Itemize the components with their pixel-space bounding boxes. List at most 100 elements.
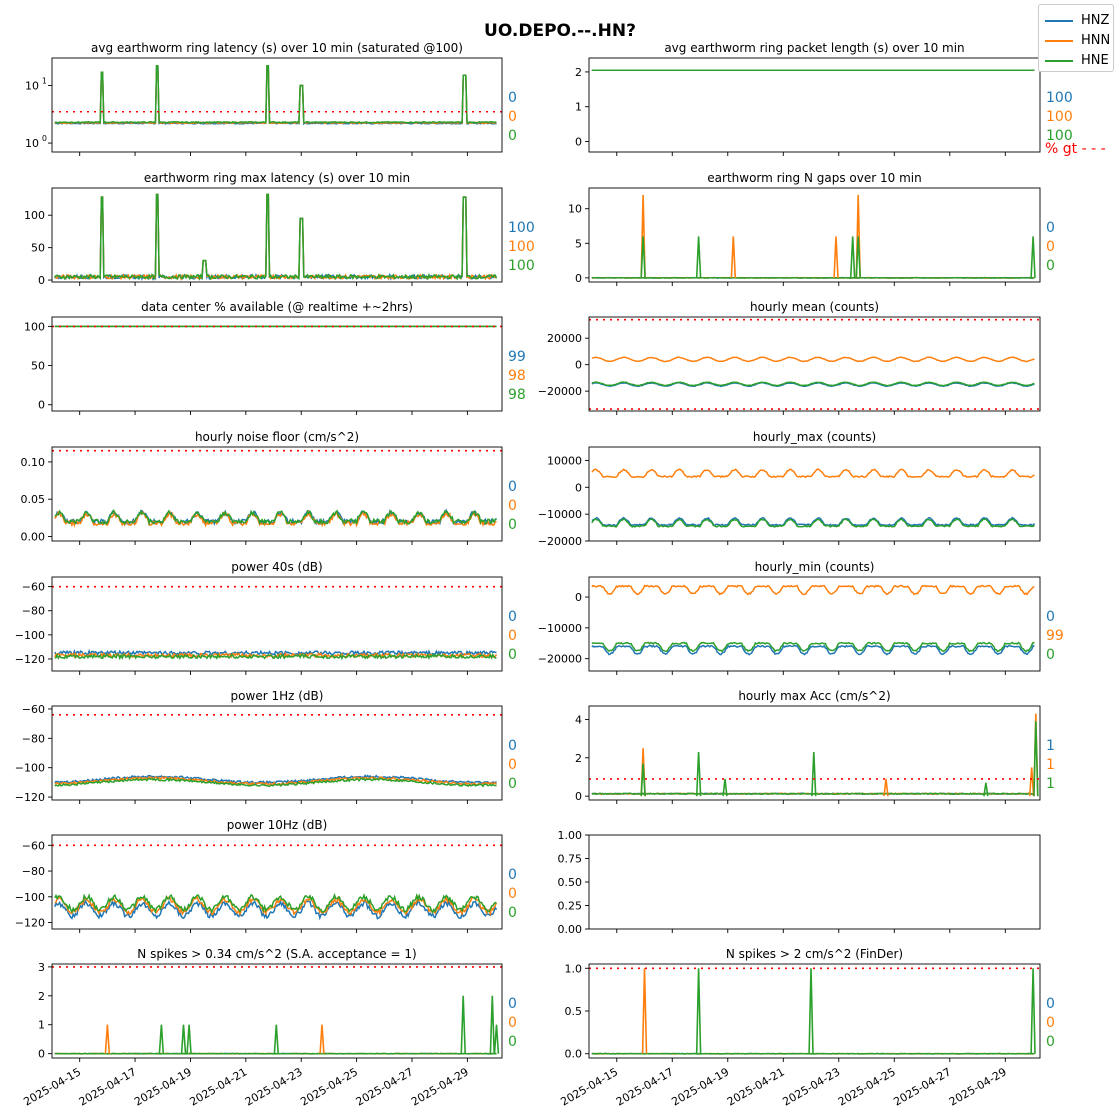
event-spike: [640, 236, 646, 278]
y-tick-label: 1.00: [558, 829, 583, 842]
y-tick-label: 1.0: [565, 962, 583, 975]
pct-gt-value: 99: [508, 349, 526, 365]
pct-gt-value: 100: [508, 258, 535, 274]
y-tick-label: 0: [575, 790, 582, 803]
panel-p12: hourly max Acc (cm/s^2) 0 2 4 1 1 1: [575, 689, 1055, 804]
pct-gt-value: 1: [1046, 776, 1055, 792]
y-tick-label: 1: [38, 1019, 45, 1032]
y-tick-label: −80: [22, 732, 45, 745]
panel-title: N spikes > 0.34 cm/s^2 (S.A. acceptance …: [137, 947, 416, 961]
pct-gt-value: 0: [508, 517, 517, 533]
series-line-hnz: [591, 644, 1035, 656]
series-line-hne: [591, 517, 1036, 528]
axes-frame: [51, 187, 503, 283]
axes-frame: [51, 446, 503, 542]
y-tick-label: −60: [22, 703, 45, 716]
pct-gt-value: 0: [508, 867, 517, 883]
pct-gt-value: 0: [508, 609, 517, 625]
event-spike: [641, 968, 648, 1054]
panel-title: N spikes > 2 cm/s^2 (FinDer): [726, 947, 903, 961]
series-group: [54, 65, 497, 126]
y-tick-label: −80: [22, 865, 45, 878]
pct-gt-value: 0: [508, 498, 517, 514]
panel-p14: 0.00 0.25 0.50 0.75 1.00: [558, 829, 1041, 936]
y-tick-label: 0.75: [558, 853, 583, 866]
series-group: [591, 713, 1039, 797]
y-tick-label: −60: [22, 839, 45, 852]
series-line-hnz: [54, 774, 497, 785]
pct-gt-value: 100: [1046, 90, 1073, 106]
y-tick-label: 0: [38, 274, 45, 287]
x-tick-label: 2025-04-29: [409, 1065, 471, 1108]
x-tick-label: 2025-04-27: [891, 1065, 953, 1108]
panel-title: power 40s (dB): [231, 560, 322, 574]
y-tick-label: −120: [15, 791, 45, 804]
axes-frame: [51, 834, 503, 930]
axes-frame: [51, 316, 503, 412]
event-spike: [811, 751, 817, 797]
axes-frame: [588, 834, 1041, 930]
series-group: [54, 648, 498, 661]
pct-gt-value: 99: [1046, 628, 1064, 644]
series-line-hnz: [54, 65, 497, 126]
axes-frame: [588, 187, 1041, 283]
series-line-hnn: [54, 65, 497, 125]
pct-gt-value: 0: [508, 628, 517, 644]
series-line-hne: [591, 641, 1035, 653]
event-spike: [1028, 767, 1035, 797]
event-spike: [319, 1024, 325, 1054]
event-spike: [104, 1024, 111, 1054]
event-spike: [273, 1024, 279, 1054]
y-tick-label: 2: [38, 990, 45, 1003]
series-line-hne: [54, 508, 497, 527]
event-spike: [186, 1024, 192, 1054]
axes-frame: [51, 57, 503, 153]
event-spike: [833, 236, 839, 278]
pct-gt-value: 1: [1046, 757, 1055, 773]
event-spike: [180, 1024, 187, 1054]
pct-gt-value: 0: [1046, 996, 1055, 1012]
panel-grid: avg earthworm ring latency (s) over 10 m…: [15, 41, 1073, 1109]
x-tick-label: 2025-04-17: [614, 1065, 676, 1108]
panel-p16: N spikes > 2 cm/s^2 (FinDer) 0.0 0.5 1.0 202…: [558, 947, 1055, 1109]
y-tick-label: −120: [15, 917, 45, 930]
y-tick-label: 3: [38, 961, 45, 974]
figure-title: UO.DEPO.--.HN?: [484, 21, 636, 41]
series-group: [54, 774, 498, 788]
series-group: [591, 468, 1036, 528]
axes-frame: [588, 963, 1041, 1059]
legend-swatch: [1045, 20, 1073, 22]
pct-gt-value: 0: [508, 479, 517, 495]
series-line-hnn: [591, 468, 1035, 479]
series-line-hnz: [591, 516, 1036, 527]
pct-gt-value: 100: [1046, 109, 1073, 125]
y-tick-label: 0.25: [558, 900, 583, 913]
event-spike: [158, 1024, 165, 1054]
panel-title: hourly noise floor (cm/s^2): [195, 430, 359, 444]
series-line-hne: [54, 892, 497, 915]
panel-p8: hourly_max (counts) −20000 −10000 0 10000: [538, 430, 1041, 548]
axes-frame: [51, 963, 503, 1059]
panel-p9: power 40s (dB) −120 −100 −80 −60 0 0 0: [15, 560, 517, 675]
series-line-hne: [591, 276, 1035, 279]
panel-p4: earthworm ring N gaps over 10 min 0 5 10 0 0 0: [568, 171, 1055, 286]
pct-gt-value: 0: [1046, 239, 1055, 255]
x-tick-label: 2025-04-19: [669, 1065, 731, 1108]
legend-label: HNN: [1081, 33, 1111, 48]
y-tick-label: 50: [31, 360, 45, 373]
x-tick-label: 2025-04-25: [298, 1065, 360, 1108]
pct-gt-value: 0: [508, 128, 517, 144]
pct-gt-value: 98: [508, 387, 526, 403]
legend-label: HNE: [1081, 53, 1109, 68]
y-tick-label: −20000: [538, 535, 582, 548]
y-tick-label: 10000: [547, 454, 582, 467]
y-tick-label: −20000: [538, 385, 582, 398]
pct-gt-value: 0: [508, 757, 517, 773]
series-line-hnn: [591, 584, 1035, 596]
y-tick-label: 50: [31, 242, 45, 255]
y-tick-label: 0: [575, 272, 582, 285]
x-tick-label: 2025-04-29: [947, 1065, 1009, 1108]
y-tick-label: 0.05: [21, 493, 46, 506]
event-spike: [722, 778, 728, 797]
